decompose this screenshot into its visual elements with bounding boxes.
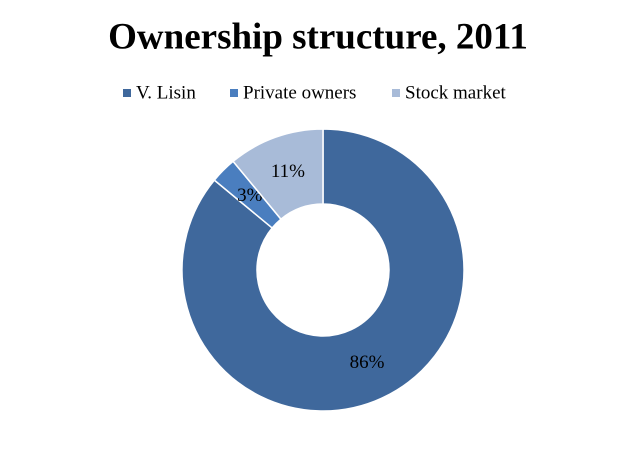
data-label: 11% [271,161,305,182]
donut-segment [232,128,324,221]
legend-marker [123,89,131,97]
legend-marker [392,89,400,97]
donut-segment [181,128,465,412]
legend-label: V. Lisin [136,82,196,103]
legend-label: Private owners [243,82,356,103]
chart-title: Ownership structure, 2011 [108,16,528,57]
legend-marker [230,89,238,97]
legend-label: Stock market [405,82,507,103]
data-label: 86% [350,352,385,373]
